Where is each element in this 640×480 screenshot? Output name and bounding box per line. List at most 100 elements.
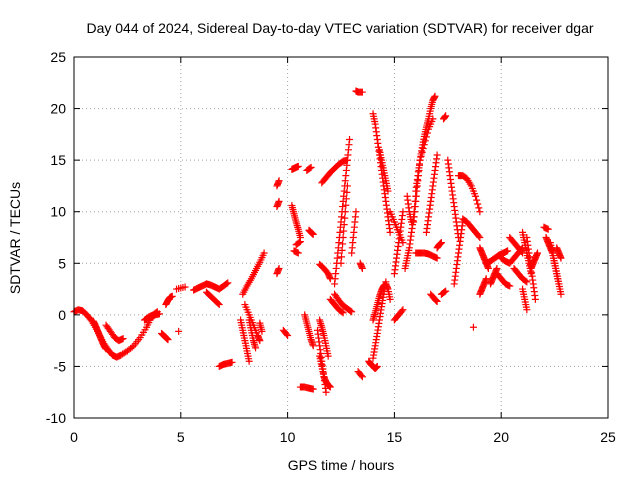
y-tick-label: -10 <box>46 410 66 426</box>
data-point <box>181 283 189 291</box>
grid-lines <box>74 57 608 418</box>
data-point <box>472 192 480 200</box>
y-tick-label: 15 <box>50 152 66 168</box>
data-point <box>152 309 160 317</box>
x-axis-label: GPS time / hours <box>288 457 395 473</box>
data-point <box>506 282 514 290</box>
data-point <box>442 112 450 120</box>
data-point <box>431 92 439 100</box>
y-tick-label: 20 <box>50 101 66 117</box>
data-point <box>399 306 407 314</box>
data-point <box>482 275 490 283</box>
x-tick-label: 15 <box>387 429 403 445</box>
data-point <box>168 292 176 300</box>
data-point <box>544 225 552 233</box>
data-points <box>70 87 565 396</box>
x-axis-ticks: 0 5 10 15 20 25 <box>70 57 616 445</box>
data-point <box>338 253 346 261</box>
y-tick-label: 25 <box>50 49 66 65</box>
data-point <box>517 248 525 256</box>
data-point <box>342 195 350 203</box>
data-point <box>340 221 348 229</box>
data-point <box>522 277 530 285</box>
data-point <box>476 208 484 216</box>
data-point <box>294 249 302 257</box>
data-point <box>347 307 355 315</box>
data-point <box>433 254 441 262</box>
data-point <box>275 197 283 205</box>
plot-border <box>73 56 609 419</box>
data-point <box>384 187 392 195</box>
data-point <box>441 288 449 296</box>
data-point <box>294 162 302 170</box>
x-tick-label: 25 <box>600 429 616 445</box>
data-point <box>324 352 332 360</box>
data-point <box>422 133 430 141</box>
y-tick-label: -5 <box>54 358 67 374</box>
data-point <box>357 371 365 379</box>
data-point <box>476 234 484 241</box>
data-point <box>258 327 266 335</box>
data-point <box>473 196 481 204</box>
chart-title: Day 044 of 2024, Sidereal Day-to-day VTE… <box>86 20 593 36</box>
y-axis-ticks: -10 -5 0 5 10 15 20 25 <box>46 49 608 426</box>
data-point <box>341 208 349 216</box>
x-tick-label: 0 <box>70 429 78 445</box>
data-point <box>373 362 381 370</box>
data-point <box>175 327 183 335</box>
data-point <box>245 357 253 365</box>
data-point <box>474 200 482 208</box>
data-point <box>296 238 304 246</box>
x-tick-label: 20 <box>493 429 509 445</box>
y-tick-label: 5 <box>58 255 66 271</box>
x-tick-label: 10 <box>280 429 296 445</box>
data-point <box>309 385 317 393</box>
data-point <box>386 295 394 303</box>
y-axis-label: SDTVAR / TECUs <box>7 182 23 294</box>
data-point <box>484 264 492 272</box>
data-point <box>339 309 347 317</box>
data-point <box>523 306 531 314</box>
data-point <box>557 254 565 262</box>
data-point <box>128 343 136 351</box>
data-point <box>252 344 260 352</box>
data-point <box>386 228 394 236</box>
data-point <box>433 297 441 305</box>
data-point <box>420 141 428 149</box>
data-point <box>341 214 349 222</box>
data-point <box>358 264 366 272</box>
data-point <box>338 246 346 254</box>
data-point <box>358 88 366 96</box>
data-point <box>256 337 264 345</box>
data-point <box>416 156 424 164</box>
data-point <box>352 208 360 216</box>
data-point <box>342 201 350 209</box>
data-point <box>437 239 445 247</box>
data-point <box>326 383 334 391</box>
data-point <box>340 227 348 235</box>
data-point <box>429 115 437 123</box>
data-point <box>214 300 222 308</box>
data-point <box>418 148 426 156</box>
data-point <box>224 279 232 287</box>
data-point <box>339 234 347 241</box>
data-point <box>309 342 317 350</box>
data-point <box>153 308 161 316</box>
data-point <box>343 188 351 196</box>
data-point <box>338 308 346 316</box>
data-point <box>399 208 407 216</box>
data-point <box>421 137 429 145</box>
data-point <box>523 278 531 286</box>
data-point <box>228 358 236 366</box>
data-point <box>442 287 450 295</box>
data-point <box>469 323 477 331</box>
data-point <box>358 373 366 381</box>
data-point <box>424 129 432 137</box>
data-point <box>343 182 351 190</box>
x-tick-label: 5 <box>177 429 185 445</box>
data-point <box>433 151 441 159</box>
data-point <box>417 152 425 160</box>
data-point <box>275 264 283 272</box>
data-point <box>283 330 291 338</box>
data-point <box>275 177 283 185</box>
